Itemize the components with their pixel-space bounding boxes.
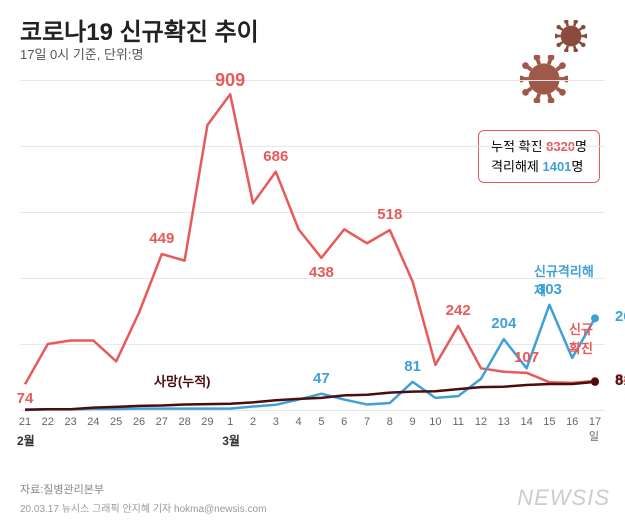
month-label: 2월 bbox=[17, 432, 35, 449]
x-axis-label: 9 bbox=[410, 416, 416, 428]
data-annotation: 204 bbox=[491, 315, 516, 332]
data-annotation: 264 bbox=[615, 308, 625, 325]
x-axis-label: 22 bbox=[42, 416, 54, 428]
x-axis-label: 4 bbox=[296, 416, 302, 428]
data-annotation: 909 bbox=[215, 70, 245, 91]
data-annotation: 74 bbox=[17, 390, 34, 407]
x-axis-label: 26 bbox=[133, 416, 145, 428]
chart-title: 코로나19 신규확진 추이 bbox=[20, 12, 259, 47]
x-axis-label: 13 bbox=[498, 416, 510, 428]
x-axis-label: 17일 bbox=[589, 416, 601, 444]
x-axis-label: 2 bbox=[250, 416, 256, 428]
data-annotation: 81 bbox=[404, 358, 421, 375]
data-annotation: 686 bbox=[263, 148, 288, 165]
month-label: 3월 bbox=[222, 432, 240, 449]
data-annotation: 518 bbox=[377, 206, 402, 223]
data-annotation: 107 bbox=[514, 349, 539, 366]
data-annotation: 438 bbox=[309, 264, 334, 281]
virus-icon-small bbox=[555, 20, 587, 52]
x-axis-label: 16 bbox=[566, 416, 578, 428]
x-axis-label: 12 bbox=[475, 416, 487, 428]
x-axis-label: 7 bbox=[364, 416, 370, 428]
x-axis-label: 5 bbox=[318, 416, 324, 428]
x-axis-label: 27 bbox=[156, 416, 168, 428]
x-axis-label: 15 bbox=[543, 416, 555, 428]
chart-subtitle: 17일 0시 기준, 단위:명 bbox=[20, 44, 143, 63]
data-annotation: 449 bbox=[149, 230, 174, 247]
x-axis-label: 11 bbox=[452, 416, 463, 428]
footer-credit: 20.03.17 뉴시스 그래픽 안지혜 기자 hokma@newsis.com bbox=[20, 500, 266, 515]
x-axis-label: 25 bbox=[110, 416, 122, 428]
data-annotation: 47 bbox=[313, 370, 330, 387]
series-label: 신규격리해제 bbox=[530, 260, 605, 300]
data-annotation: 81 bbox=[615, 372, 625, 389]
chart-container: 코로나19 신규확진 추이 17일 0시 기준, 단위:명 누적 확진 8320… bbox=[0, 0, 625, 523]
series-label: 사망(누적) bbox=[150, 370, 215, 391]
x-axis-label: 6 bbox=[341, 416, 347, 428]
line-chart: 7444990968643851824210784신규확진47812043032… bbox=[20, 70, 605, 460]
data-annotation: 242 bbox=[446, 302, 471, 319]
x-axis-label: 8 bbox=[387, 416, 393, 428]
x-axis-label: 21 bbox=[19, 416, 31, 428]
watermark: NEWSIS bbox=[517, 485, 610, 511]
x-axis-label: 29 bbox=[201, 416, 213, 428]
x-axis-label: 24 bbox=[87, 416, 99, 428]
x-axis-label: 28 bbox=[178, 416, 190, 428]
x-axis-label: 10 bbox=[429, 416, 441, 428]
x-axis-label: 1 bbox=[227, 416, 233, 428]
x-axis-label: 14 bbox=[520, 416, 532, 428]
x-axis-label: 23 bbox=[64, 416, 76, 428]
series-label: 신규확진 bbox=[565, 318, 605, 358]
x-axis-label: 3 bbox=[273, 416, 279, 428]
footer-source: 자료:질병관리본부 bbox=[20, 481, 104, 497]
